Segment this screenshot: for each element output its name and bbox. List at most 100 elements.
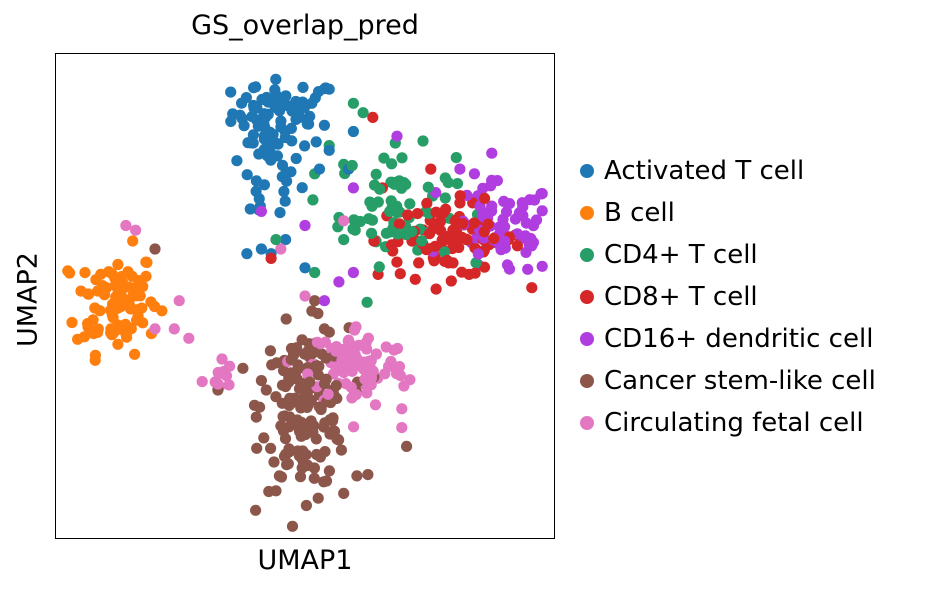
data-point xyxy=(413,257,425,269)
data-point xyxy=(294,426,306,438)
data-point xyxy=(430,206,442,218)
data-point xyxy=(367,111,379,123)
data-point xyxy=(140,270,152,282)
data-point xyxy=(223,379,235,391)
data-point xyxy=(354,215,366,228)
data-point xyxy=(241,169,253,181)
legend-marker-icon xyxy=(580,290,594,304)
data-point xyxy=(131,290,143,302)
data-point xyxy=(365,379,377,391)
data-point xyxy=(112,258,124,271)
data-point xyxy=(279,195,291,207)
data-point xyxy=(454,163,466,175)
data-point xyxy=(470,257,482,269)
legend-marker-icon xyxy=(580,164,594,178)
data-point xyxy=(374,183,386,195)
data-point xyxy=(338,344,351,356)
data-point xyxy=(255,375,267,387)
data-point xyxy=(254,401,266,413)
data-point xyxy=(258,432,270,444)
legend-item: CD16+ dendritic cell xyxy=(580,318,876,360)
data-point xyxy=(216,353,228,365)
data-point xyxy=(499,235,511,247)
data-point xyxy=(293,450,305,462)
data-point xyxy=(318,295,330,307)
data-point xyxy=(261,150,273,162)
data-point xyxy=(478,226,490,238)
data-point xyxy=(270,89,282,101)
data-point xyxy=(536,188,548,200)
data-point xyxy=(265,442,277,454)
data-point xyxy=(330,345,342,357)
legend-label: Circulating fetal cell xyxy=(604,408,864,438)
data-point xyxy=(380,227,392,239)
data-point xyxy=(313,86,325,98)
data-point xyxy=(488,233,500,245)
data-point xyxy=(319,336,331,348)
legend-label: Activated T cell xyxy=(604,156,805,186)
data-point xyxy=(338,215,350,227)
data-point xyxy=(503,263,516,275)
data-point xyxy=(451,178,464,190)
data-point xyxy=(367,365,379,377)
data-point xyxy=(445,275,457,287)
data-point xyxy=(106,329,118,341)
data-point xyxy=(335,444,347,456)
data-point xyxy=(440,203,452,215)
data-point xyxy=(369,399,382,411)
data-point xyxy=(296,334,308,346)
data-point xyxy=(248,102,260,114)
data-point xyxy=(320,373,332,385)
data-point xyxy=(279,433,292,445)
legend-label: CD16+ dendritic cell xyxy=(604,324,874,354)
data-point xyxy=(307,426,319,438)
data-point xyxy=(109,272,121,284)
data-point xyxy=(237,362,249,374)
data-point xyxy=(267,128,279,141)
data-point xyxy=(454,190,466,202)
data-point xyxy=(346,159,358,172)
data-point xyxy=(526,282,538,294)
data-point xyxy=(149,300,161,313)
data-point xyxy=(312,307,324,320)
data-point xyxy=(468,217,480,229)
data-point xyxy=(362,469,374,481)
data-point xyxy=(345,381,357,393)
data-point xyxy=(270,485,282,497)
data-point xyxy=(258,108,270,120)
data-point xyxy=(127,235,139,247)
data-point xyxy=(123,296,135,308)
data-point xyxy=(246,111,258,123)
data-point xyxy=(402,209,414,221)
data-point xyxy=(357,107,369,119)
data-point xyxy=(286,105,298,117)
data-point xyxy=(394,268,406,280)
data-point xyxy=(297,81,309,93)
data-point xyxy=(378,152,390,164)
data-point xyxy=(290,152,302,165)
data-point xyxy=(250,175,262,187)
data-point xyxy=(472,248,484,260)
data-point xyxy=(276,171,288,183)
legend-marker-icon xyxy=(580,416,594,430)
data-point xyxy=(425,163,437,175)
data-point xyxy=(417,135,429,147)
data-point xyxy=(280,234,292,246)
data-point xyxy=(168,323,180,335)
data-point xyxy=(274,207,286,219)
data-point xyxy=(411,208,424,220)
data-point xyxy=(430,283,442,295)
legend-label: Cancer stem-like cell xyxy=(604,366,876,396)
plot-frame xyxy=(55,53,555,539)
data-point xyxy=(439,192,451,204)
data-point xyxy=(396,152,408,164)
data-point xyxy=(149,243,161,255)
data-point xyxy=(92,326,104,338)
data-point xyxy=(392,228,404,240)
data-point xyxy=(398,380,410,392)
data-point xyxy=(333,276,345,288)
data-point xyxy=(318,421,330,433)
data-point xyxy=(294,471,307,483)
data-point xyxy=(357,363,369,375)
data-point xyxy=(323,144,335,156)
